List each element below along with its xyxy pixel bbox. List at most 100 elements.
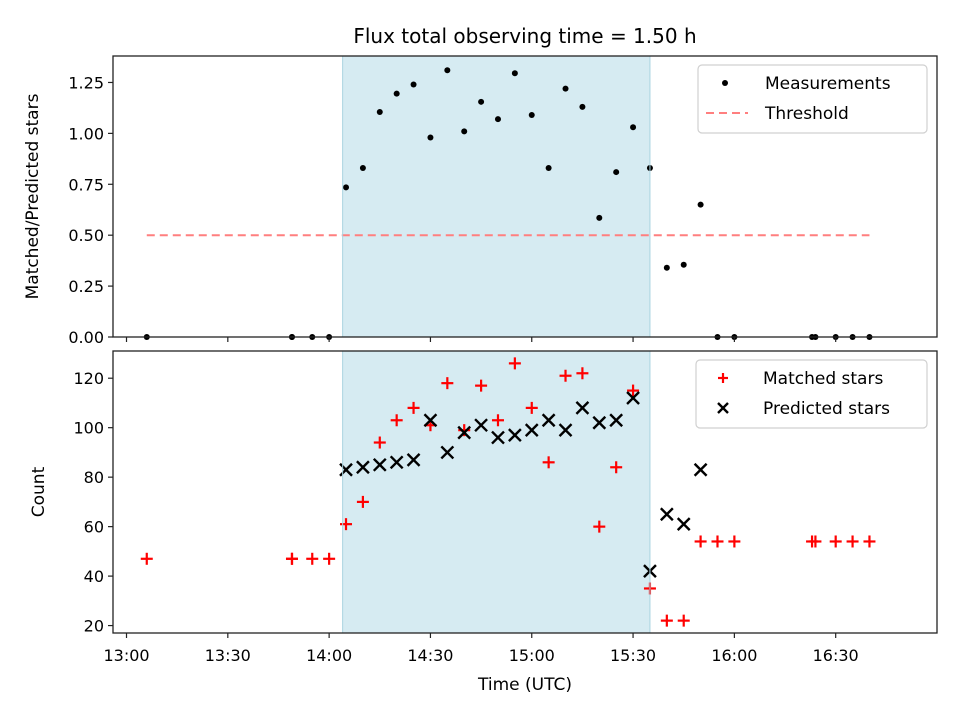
predicted-star-point: [356, 460, 370, 475]
measurement-point: [376, 108, 383, 115]
predicted-star-point: [541, 413, 556, 428]
measurement-point: [444, 67, 451, 74]
predicted-star-point: [558, 423, 573, 438]
legend-box: [697, 64, 928, 134]
predicted-star-point: [676, 517, 691, 532]
measurement-point: [511, 70, 518, 77]
predicted-star-point: [491, 430, 505, 445]
y-tick-label: 0.75: [68, 175, 104, 194]
y-tick-label: 0.50: [68, 226, 104, 245]
count-axes-frame: [112, 350, 938, 634]
legend-box: [695, 359, 928, 429]
matched-star-point: [340, 518, 353, 531]
measurement-point: [663, 264, 670, 271]
matched-star-point: [441, 377, 454, 390]
predicted-star-point: [592, 415, 607, 430]
matched-star-point: [627, 384, 640, 397]
x-tick-label: 15:00: [509, 646, 555, 665]
predicted-star-point: [609, 413, 624, 428]
measurement-point: [562, 85, 569, 92]
measurement-point: [613, 169, 620, 176]
legend-label: Predicted stars: [763, 399, 890, 419]
measurement-point: [393, 90, 400, 97]
x-axis-label: Time (UTC): [477, 675, 572, 695]
count-panel: 13:00 13:30 14:00 14:30 15:00 15:30 16:00 16:30…: [29, 350, 938, 695]
count-y-ticks: 20 40 60 80 100 120: [73, 369, 113, 636]
measurement-point: [494, 116, 501, 123]
matched-star-point: [356, 495, 369, 508]
predicted-star-point: [693, 462, 708, 477]
legend-label: Measurements: [765, 74, 891, 94]
y-tick-label: 1.25: [68, 73, 104, 92]
matched-star-point: [407, 401, 420, 414]
matched-star-point: [508, 357, 521, 370]
y-tick-label: 120: [73, 369, 104, 388]
predicted-star-point: [339, 462, 353, 477]
x-tick-label: 16:30: [813, 646, 859, 665]
x-tick-label: 14:30: [407, 646, 453, 665]
predicted-star-point: [508, 428, 522, 442]
predicted-star-point: [389, 455, 404, 470]
measurement-point: [545, 164, 552, 171]
matched-star-point: [491, 414, 504, 427]
matched-star-point: [323, 552, 336, 565]
x-tick-label: 16:00: [711, 646, 757, 665]
y-tick-label: 0.00: [68, 328, 104, 347]
predicted-star-point: [659, 507, 674, 522]
matched-star-point: [863, 535, 876, 548]
matched-star-point: [694, 535, 707, 548]
measurement-point: [697, 201, 704, 208]
ratio-y-axis-label: Matched/Predicted stars: [23, 93, 43, 299]
y-tick-label: 80: [84, 468, 104, 487]
measurement-point: [596, 214, 603, 221]
predicted-star-point: [372, 457, 387, 472]
count-legend: Matched stars Predicted stars: [695, 359, 928, 429]
x-tick-label: 14:00: [306, 646, 352, 665]
predicted-star-point: [457, 425, 472, 440]
measurement-point: [461, 128, 468, 135]
y-tick-label: 40: [84, 567, 104, 586]
y-tick-label: 1.00: [68, 124, 104, 143]
matched-star-point: [711, 535, 724, 548]
x-tick-label: 15:30: [610, 646, 656, 665]
predicted-star-point: [423, 413, 438, 428]
ratio-axes-frame: [112, 55, 938, 338]
ratio-y-ticks: 0.00 0.25 0.50 0.75 1.00 1.25: [68, 73, 113, 347]
matched-star-point: [660, 614, 673, 627]
legend-label: Threshold: [764, 104, 849, 124]
matched-star-point: [829, 535, 842, 548]
measurement-point: [343, 184, 350, 191]
chart-title: Flux total observing time = 1.50 h: [353, 24, 696, 48]
measurement-point: [478, 98, 485, 105]
ratio-x-ticks: [125, 337, 837, 342]
matched-star-point: [140, 552, 153, 565]
matched-star-point: [593, 520, 606, 533]
y-tick-label: 100: [73, 419, 104, 438]
ratio-legend: Measurements Threshold: [697, 64, 928, 134]
predicted-star-point: [626, 391, 640, 405]
matched-star-point: [373, 436, 386, 449]
y-tick-label: 20: [84, 617, 104, 636]
y-tick-label: 0.25: [68, 277, 104, 296]
predicted-star-point: [474, 418, 488, 433]
matched-star-point: [846, 535, 859, 548]
measurement-point: [410, 81, 417, 88]
predicted-star-point: [524, 423, 539, 438]
matched-star-point: [542, 456, 555, 469]
legend-predicted-icon: [717, 402, 729, 414]
observing-span: [342, 56, 650, 337]
x-tick-label: 13:00: [103, 646, 149, 665]
predicted-star-point: [406, 452, 421, 467]
x-tick-label: 13:30: [205, 646, 251, 665]
measurement-point: [427, 134, 434, 141]
measurement-point: [579, 103, 586, 110]
observing-span: [342, 351, 650, 633]
legend-measurement-icon: [722, 80, 728, 86]
matched-star-point: [677, 614, 690, 627]
matched-star-point: [728, 535, 741, 548]
measurement-point: [680, 261, 687, 268]
measurement-point: [630, 124, 637, 131]
matched-star-point: [576, 367, 589, 380]
legend-matched-icon: [718, 373, 728, 383]
